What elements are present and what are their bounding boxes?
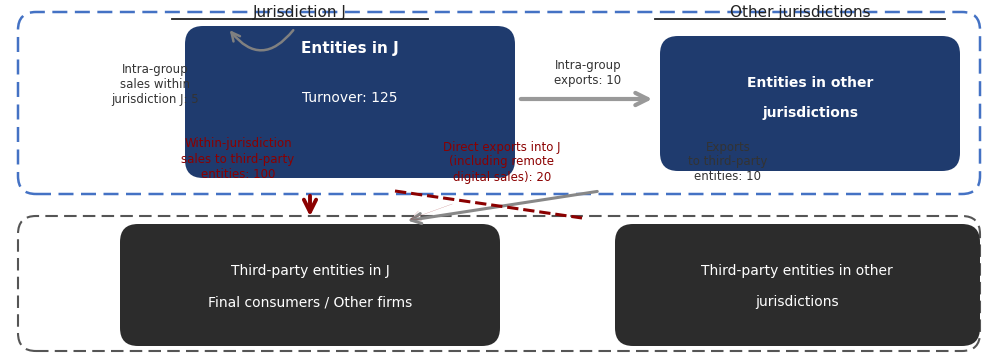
Text: Third-party entities in other: Third-party entities in other [701,264,893,278]
FancyBboxPatch shape [120,224,500,346]
Text: jurisdictions: jurisdictions [762,106,858,120]
Text: Entities in J: Entities in J [301,42,399,57]
FancyBboxPatch shape [185,26,515,178]
Text: Third-party entities in J: Third-party entities in J [231,264,389,278]
FancyBboxPatch shape [660,36,960,171]
Text: Intra-group
exports: 10: Intra-group exports: 10 [554,59,622,87]
Text: Direct exports into J
(including remote
digital sales): 20: Direct exports into J (including remote … [443,141,561,183]
Text: Intra-group
sales within
jurisdiction J: 5: Intra-group sales within jurisdiction J:… [111,63,199,105]
Text: jurisdictions: jurisdictions [755,295,839,309]
Text: Final consumers / Other firms: Final consumers / Other firms [208,295,412,309]
Text: Jurisdiction J: Jurisdiction J [253,5,347,20]
Text: Within-jurisdiction
sales to third-party
entities: 100: Within-jurisdiction sales to third-party… [181,137,295,180]
FancyBboxPatch shape [615,224,980,346]
Text: Other jurisdictions: Other jurisdictions [730,5,870,20]
Text: Entities in other: Entities in other [747,76,873,90]
Text: Turnover: 125: Turnover: 125 [302,91,398,105]
Text: Exports
to third-party
entities: 10: Exports to third-party entities: 10 [688,141,768,183]
